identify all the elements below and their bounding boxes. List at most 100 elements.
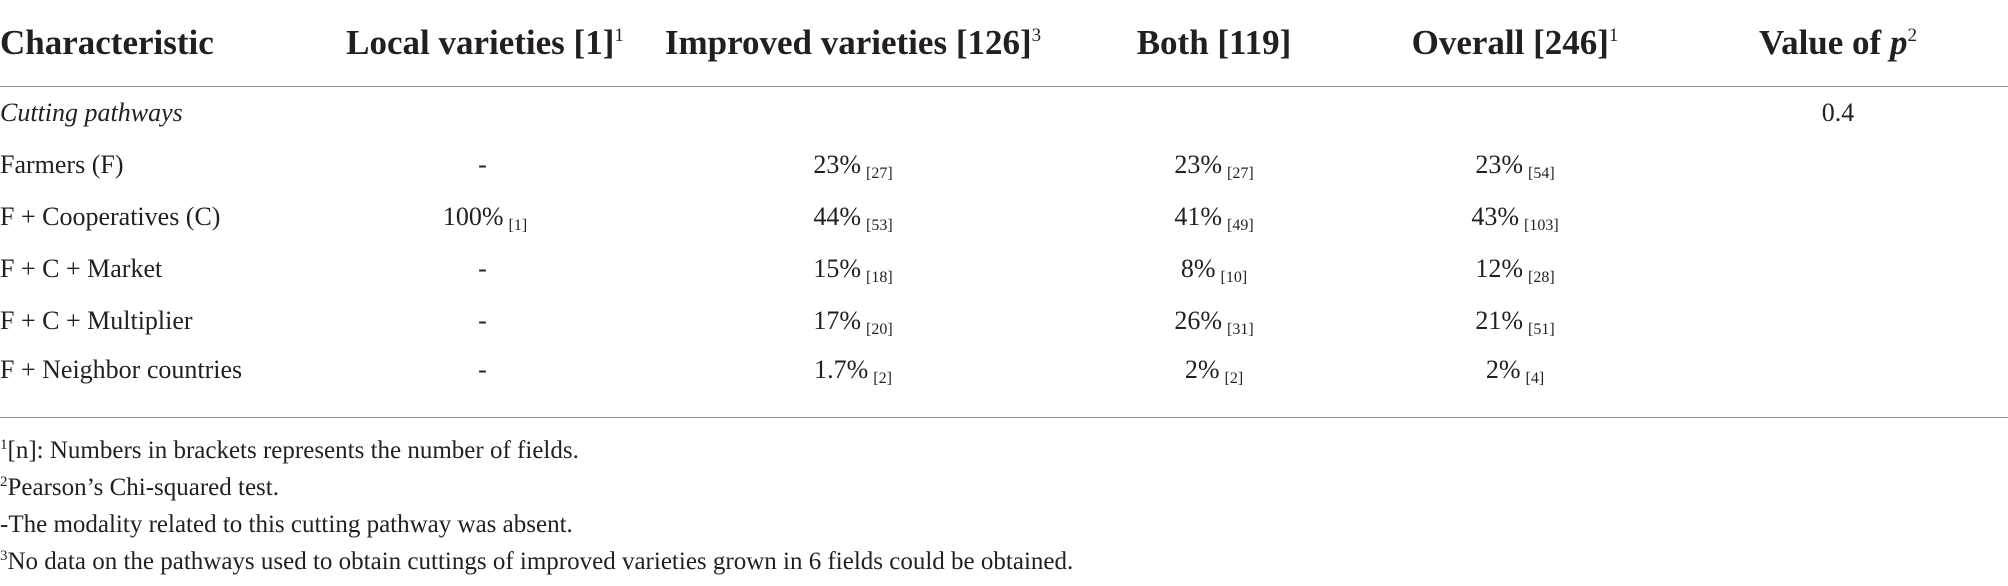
- header-local-varieties-footnote: 1: [614, 25, 624, 46]
- cell-improved: 44% [53]: [640, 191, 1066, 243]
- cell-overall-pct: 2%: [1485, 355, 1521, 384]
- cell-empty: [1668, 243, 2008, 295]
- header-improved-varieties: Improved varieties [126]3: [640, 0, 1066, 87]
- header-overall: Overall [246]1: [1362, 0, 1668, 87]
- section-label: Cutting pathways: [0, 98, 183, 127]
- footnote: 2Pearson’s Chi-squared test.: [0, 469, 1073, 506]
- cell-overall: 23% [54]: [1362, 139, 1668, 191]
- section-row-cutting-pathways: Cutting pathways 0.4: [0, 87, 2008, 140]
- cell-both-pct: 23%: [1174, 150, 1222, 179]
- cell-improved: 15% [18]: [640, 243, 1066, 295]
- table-row: Farmers (F) - 23% [27] 23% [27] 23% [54]: [0, 139, 2008, 191]
- header-characteristic-text: Characteristic: [0, 23, 214, 62]
- header-local-varieties-text: Local varieties [1]: [346, 23, 615, 62]
- cell-both: 8% [10]: [1066, 243, 1362, 295]
- footnote-marker: 3: [0, 548, 8, 564]
- cell-overall-n: [28]: [1528, 269, 1555, 286]
- cell-overall-n: [51]: [1528, 321, 1555, 338]
- header-row: Characteristic Local varieties [1]1 Impr…: [0, 0, 2008, 87]
- cutting-pathways-table: Characteristic Local varieties [1]1 Impr…: [0, 0, 2008, 407]
- cell-local-pct: -: [478, 150, 487, 179]
- cell-both-n: [27]: [1227, 165, 1254, 182]
- cell-both-n: [10]: [1220, 269, 1248, 286]
- cell-both: 23% [27]: [1066, 139, 1362, 191]
- header-value-of-p: Value of p2: [1668, 0, 2008, 87]
- cell-improved-pct: 17%: [813, 306, 861, 335]
- cell-overall-n: [103]: [1524, 217, 1559, 234]
- header-improved-varieties-text: Improved varieties [126]: [664, 23, 1032, 62]
- table-footnotes: 1[n]: Numbers in brackets represents the…: [0, 432, 1073, 580]
- footnote-text: Pearson’s Chi-squared test.: [7, 474, 279, 501]
- cell-empty: [1668, 347, 2008, 407]
- cell-improved-pct: 23%: [813, 150, 861, 179]
- cell-local-pct: -: [478, 355, 487, 384]
- row-label: F + C + Multiplier: [0, 306, 193, 335]
- footnote: 1[n]: Numbers in brackets represents the…: [0, 432, 1073, 469]
- cell-overall: 21% [51]: [1362, 295, 1668, 347]
- cell-both-pct: 41%: [1174, 202, 1222, 231]
- cell-local: -: [330, 139, 640, 191]
- cell-local-n: [1]: [508, 217, 528, 234]
- cell-improved: 1.7% [2]: [640, 347, 1066, 407]
- cell-empty: [1668, 295, 2008, 347]
- footnote-text: No data on the pathways used to obtain c…: [7, 548, 1074, 575]
- cell-improved-n: [2]: [873, 370, 892, 387]
- cell-improved-n: [27]: [866, 165, 893, 182]
- cell-local-pct: -: [478, 306, 487, 335]
- cell-both-n: [31]: [1227, 321, 1254, 338]
- footnote-marker: 1: [0, 437, 8, 453]
- header-characteristic: Characteristic: [0, 0, 330, 87]
- cell-improved: 23% [27]: [640, 139, 1066, 191]
- cell-both: 41% [49]: [1066, 191, 1362, 243]
- section-empty-cell: [640, 87, 1066, 140]
- table-row: F + C + Market - 15% [18] 8% [10] 12% [28]: [0, 243, 2008, 295]
- row-label: F + Neighbor countries: [0, 355, 243, 384]
- cell-overall: 12% [28]: [1362, 243, 1668, 295]
- footnote-text: -The modality related to this cutting pa…: [0, 511, 573, 538]
- cell-local: 100% [1]: [330, 191, 640, 243]
- cell-improved-n: [18]: [866, 269, 893, 286]
- header-both-text: Both [119]: [1136, 23, 1292, 62]
- footnote-marker: 2: [0, 474, 8, 490]
- footnote: -The modality related to this cutting pa…: [0, 506, 1073, 543]
- cell-local: -: [330, 347, 640, 407]
- header-overall-text: Overall [246]: [1411, 23, 1609, 62]
- section-empty-cell: [1066, 87, 1362, 140]
- cell-both-pct: 2%: [1184, 355, 1220, 384]
- cell-both-pct: 8%: [1180, 254, 1216, 283]
- header-overall-footnote: 1: [1608, 25, 1619, 46]
- cell-overall-pct: 12%: [1475, 254, 1523, 283]
- row-label: Farmers (F): [0, 150, 124, 179]
- header-p-symbol: p: [1889, 23, 1908, 62]
- cell-overall-n: [4]: [1525, 370, 1545, 387]
- cell-overall-pct: 23%: [1475, 150, 1523, 179]
- cell-overall: 2% [4]: [1362, 347, 1668, 407]
- table-row: F + C + Multiplier - 17% [20] 26% [31] 21%…: [0, 295, 2008, 347]
- cell-overall: 43% [103]: [1362, 191, 1668, 243]
- section-empty-cell: [1362, 87, 1668, 140]
- cell-local: -: [330, 295, 640, 347]
- cell-local-pct: 100%: [442, 202, 504, 231]
- cell-improved-pct: 1.7%: [814, 355, 869, 384]
- p-value-cell: 0.4: [1821, 98, 1855, 127]
- table-bottom-rule: [0, 417, 2008, 418]
- cell-both: 26% [31]: [1066, 295, 1362, 347]
- cell-local: -: [330, 243, 640, 295]
- cell-both-pct: 26%: [1174, 306, 1222, 335]
- cell-both-n: [2]: [1224, 370, 1244, 387]
- cell-improved: 17% [20]: [640, 295, 1066, 347]
- cell-overall-n: [54]: [1528, 165, 1555, 182]
- cell-both: 2% [2]: [1066, 347, 1362, 407]
- table-row: F + Neighbor countries - 1.7% [2] 2% [2] 2…: [0, 347, 2008, 407]
- cell-overall-pct: 21%: [1475, 306, 1523, 335]
- footnote: 3No data on the pathways used to obtain …: [0, 543, 1073, 580]
- footnote-text: [n]: Numbers in brackets represents the …: [7, 437, 579, 464]
- cell-empty: [1668, 139, 2008, 191]
- header-value-of-text: Value of: [1759, 23, 1890, 62]
- cell-empty: [1668, 191, 2008, 243]
- section-empty-cell: [330, 87, 640, 140]
- table-row: F + Cooperatives (C) 100% [1] 44% [53] 41%…: [0, 191, 2008, 243]
- cell-both-n: [49]: [1227, 217, 1254, 234]
- header-improved-varieties-footnote: 3: [1031, 25, 1042, 46]
- cell-improved-n: [20]: [866, 321, 893, 338]
